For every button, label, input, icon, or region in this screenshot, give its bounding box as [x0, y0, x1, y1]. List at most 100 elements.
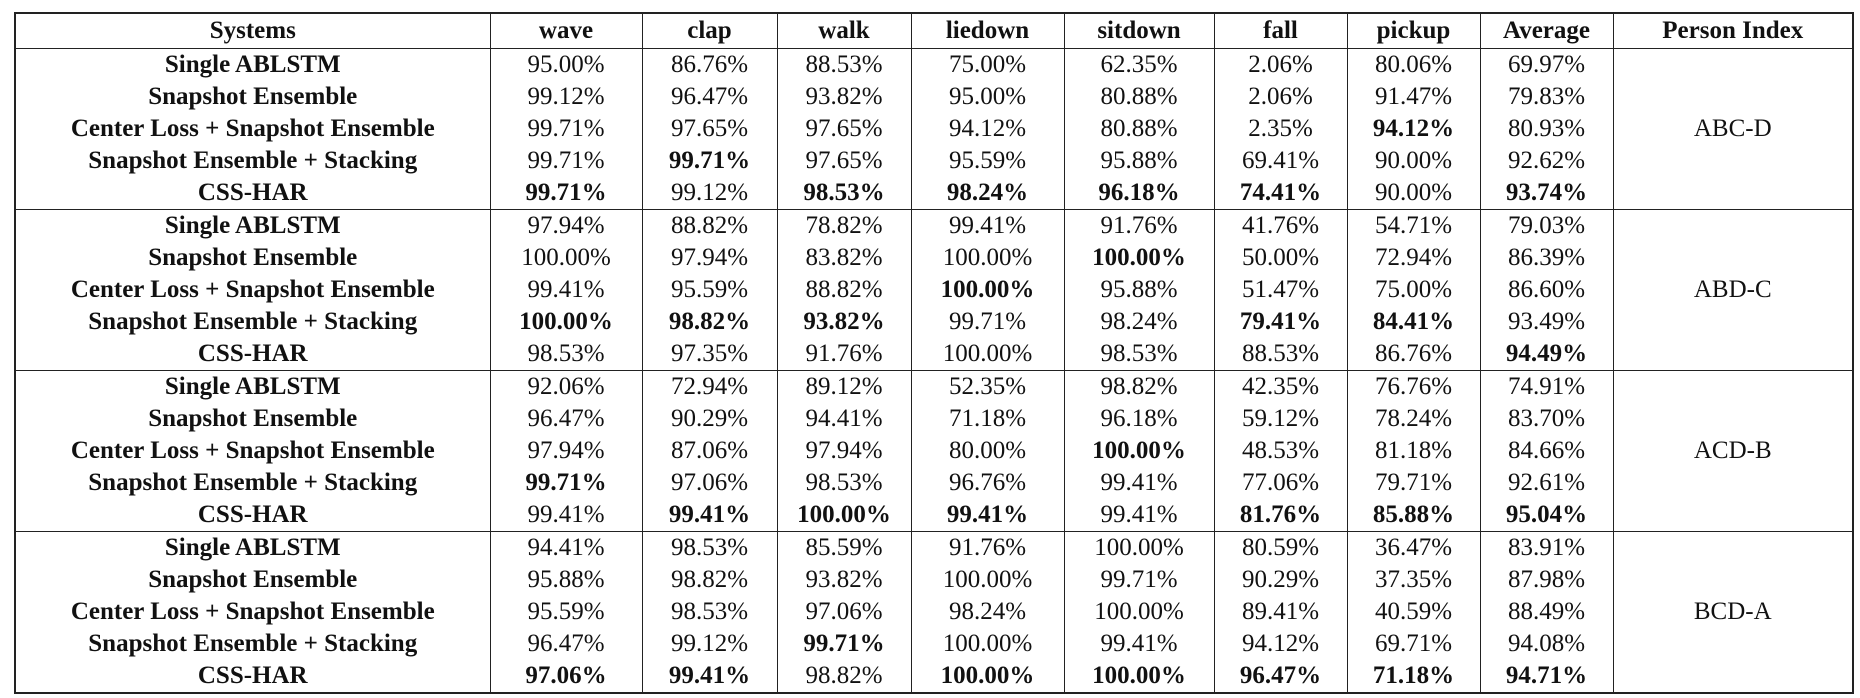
accuracy-cell: 86.76%: [1346, 338, 1481, 371]
accuracy-cell: 98.82%: [776, 660, 912, 693]
system-name-cell: Snapshot Ensemble + Stacking: [14, 306, 491, 338]
system-name-cell: Snapshot Ensemble: [14, 564, 491, 596]
accuracy-cell: 96.47%: [641, 81, 778, 113]
accuracy-cell: 98.24%: [1063, 306, 1215, 338]
average-cell: 83.91%: [1479, 531, 1614, 564]
accuracy-cell: 2.06%: [1213, 48, 1348, 81]
accuracy-cell: 100.00%: [910, 628, 1065, 660]
results-table-container: Systems wave clap walk liedown sitdown fall pic…: [14, 12, 1854, 694]
system-name-cell: Single ABLSTM: [14, 531, 491, 564]
average-cell: 86.60%: [1479, 274, 1614, 306]
table-body: Single ABLSTM 95.00% 86.76% 88.53% 75.00% 62.…: [14, 48, 1854, 693]
average-cell: 74.91%: [1479, 370, 1614, 403]
accuracy-cell: 99.71%: [910, 306, 1065, 338]
accuracy-cell: 83.82%: [776, 242, 912, 274]
accuracy-cell: 90.00%: [1346, 177, 1481, 210]
header-clap: clap: [641, 13, 778, 49]
accuracy-cell: 51.47%: [1213, 274, 1348, 306]
accuracy-cell: 99.12%: [489, 81, 643, 113]
accuracy-cell: 2.06%: [1213, 81, 1348, 113]
accuracy-cell: 91.76%: [1063, 209, 1215, 242]
table-row: Center Loss + Snapshot Ensemble 99.71% 97.…: [14, 113, 1853, 145]
table-row: CSS-HAR 99.71% 99.12% 98.53% 98.24% 96.18% 74.…: [14, 177, 1853, 210]
average-cell: 87.98%: [1479, 564, 1614, 596]
person-index-cell: ACD-B: [1612, 370, 1854, 532]
accuracy-cell: 98.53%: [776, 177, 912, 210]
accuracy-cell: 98.53%: [776, 467, 912, 499]
accuracy-cell: 99.71%: [1063, 564, 1215, 596]
accuracy-cell: 80.00%: [910, 435, 1065, 467]
accuracy-cell: 95.59%: [489, 596, 643, 628]
accuracy-cell: 41.76%: [1213, 209, 1348, 242]
accuracy-cell: 99.41%: [641, 499, 778, 532]
system-name-cell: Center Loss + Snapshot Ensemble: [14, 435, 491, 467]
accuracy-cell: 98.53%: [1063, 338, 1215, 371]
accuracy-cell: 87.06%: [641, 435, 778, 467]
accuracy-cell: 100.00%: [1063, 435, 1215, 467]
accuracy-cell: 93.82%: [776, 564, 912, 596]
system-name-cell: Snapshot Ensemble + Stacking: [14, 145, 491, 177]
average-cell: 88.49%: [1479, 596, 1614, 628]
accuracy-cell: 74.41%: [1213, 177, 1348, 210]
accuracy-cell: 81.18%: [1346, 435, 1481, 467]
accuracy-cell: 95.88%: [1063, 274, 1215, 306]
accuracy-cell: 90.00%: [1346, 145, 1481, 177]
accuracy-cell: 91.47%: [1346, 81, 1481, 113]
accuracy-cell: 97.94%: [641, 242, 778, 274]
person-index-cell: ABC-D: [1612, 48, 1854, 210]
average-cell: 94.49%: [1479, 338, 1614, 371]
accuracy-cell: 79.71%: [1346, 467, 1481, 499]
accuracy-cell: 72.94%: [641, 370, 778, 403]
accuracy-cell: 86.76%: [641, 48, 778, 81]
header-liedown: liedown: [910, 13, 1065, 49]
accuracy-cell: 95.00%: [489, 48, 643, 81]
accuracy-cell: 84.41%: [1346, 306, 1481, 338]
accuracy-cell: 99.12%: [641, 177, 778, 210]
accuracy-cell: 100.00%: [776, 499, 912, 532]
accuracy-cell: 95.88%: [1063, 145, 1215, 177]
system-name-cell: CSS-HAR: [14, 177, 491, 210]
accuracy-cell: 100.00%: [910, 242, 1065, 274]
accuracy-cell: 99.71%: [489, 467, 643, 499]
accuracy-cell: 99.41%: [1063, 499, 1215, 532]
accuracy-cell: 93.82%: [776, 306, 912, 338]
table-row: Center Loss + Snapshot Ensemble 95.59% 98.…: [14, 596, 1853, 628]
accuracy-cell: 99.41%: [910, 209, 1065, 242]
system-name-cell: Single ABLSTM: [14, 209, 491, 242]
system-name-cell: Snapshot Ensemble + Stacking: [14, 628, 491, 660]
accuracy-cell: 80.88%: [1063, 81, 1215, 113]
table-row: CSS-HAR 97.06% 99.41% 98.82% 100.00% 100.00% 9…: [14, 660, 1853, 693]
accuracy-cell: 77.06%: [1213, 467, 1348, 499]
person-index-cell: ABD-C: [1612, 209, 1854, 371]
accuracy-cell: 80.88%: [1063, 113, 1215, 145]
accuracy-cell: 59.12%: [1213, 403, 1348, 435]
accuracy-cell: 99.41%: [641, 660, 778, 693]
table-row: Center Loss + Snapshot Ensemble 97.94% 87.…: [14, 435, 1853, 467]
accuracy-cell: 99.71%: [641, 145, 778, 177]
system-name-cell: Snapshot Ensemble: [14, 403, 491, 435]
results-table: Systems wave clap walk liedown sitdown fall pic…: [14, 12, 1854, 694]
accuracy-cell: 99.41%: [489, 499, 643, 532]
accuracy-cell: 78.24%: [1346, 403, 1481, 435]
accuracy-cell: 97.35%: [641, 338, 778, 371]
accuracy-cell: 99.41%: [910, 499, 1065, 532]
table-row: Single ABLSTM 92.06% 72.94% 89.12% 52.35% 98.…: [14, 370, 1854, 532]
table-row: Single ABLSTM 94.41% 98.53% 85.59% 91.76% 100…: [14, 531, 1854, 693]
accuracy-cell: 100.00%: [1063, 596, 1215, 628]
average-cell: 83.70%: [1479, 403, 1614, 435]
accuracy-cell: 97.06%: [641, 467, 778, 499]
accuracy-cell: 99.71%: [776, 628, 912, 660]
accuracy-cell: 100.00%: [489, 306, 643, 338]
accuracy-cell: 85.88%: [1346, 499, 1481, 532]
system-name-cell: Center Loss + Snapshot Ensemble: [14, 274, 491, 306]
average-cell: 95.04%: [1479, 499, 1614, 532]
header-average: Average: [1479, 13, 1614, 49]
accuracy-cell: 40.59%: [1346, 596, 1481, 628]
accuracy-cell: 97.94%: [489, 209, 643, 242]
average-cell: 93.49%: [1479, 306, 1614, 338]
accuracy-cell: 88.53%: [1213, 338, 1348, 371]
accuracy-cell: 97.94%: [489, 435, 643, 467]
accuracy-cell: 95.00%: [910, 81, 1065, 113]
accuracy-cell: 96.47%: [489, 403, 643, 435]
accuracy-cell: 100.00%: [910, 564, 1065, 596]
